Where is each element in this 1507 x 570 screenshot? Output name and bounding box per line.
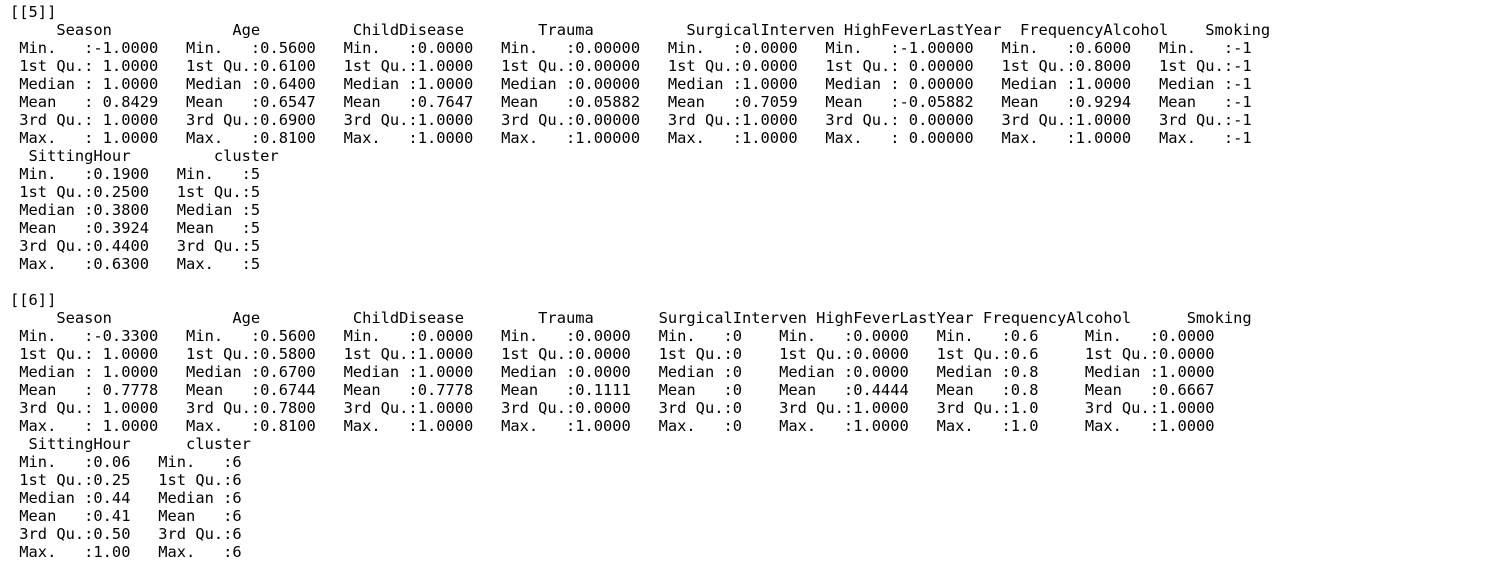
summary-header: Season Age ChildDisease Trauma SurgicalI… [10,21,1271,39]
summary-row: Min. :-0.3300 Min. :0.5600 Min. :0.0000 … [10,327,1215,345]
summary-row: 1st Qu.:0.2500 1st Qu.:5 [10,183,261,201]
summary-row: Min. :0.1900 Min. :5 [10,165,261,183]
list-index-6: [[6]] [10,291,57,309]
summary-row: Median : 1.0000 Median :0.6700 Median :1… [10,363,1215,381]
summary-header: Season Age ChildDisease Trauma SurgicalI… [10,309,1252,327]
summary-row: 3rd Qu.:0.50 3rd Qu.:6 [10,525,242,543]
summary-row: Max. :1.00 Max. :6 [10,543,242,561]
summary-row: Min. :0.06 Min. :6 [10,453,242,471]
summary-row: 3rd Qu.:0.4400 3rd Qu.:5 [10,237,261,255]
summary-row: Max. : 1.0000 Max. :0.8100 Max. :1.0000 … [10,129,1252,147]
summary-row: Median :0.3800 Median :5 [10,201,261,219]
list-index-5: [[5]] [10,3,57,21]
summary-row: 1st Qu.:0.25 1st Qu.:6 [10,471,242,489]
summary-row: Max. :0.6300 Max. :5 [10,255,261,273]
summary-row: Median :0.44 Median :6 [10,489,242,507]
summary-header: SittingHour cluster [10,435,251,453]
summary-row: Mean :0.41 Mean :6 [10,507,242,525]
summary-row: Max. : 1.0000 Max. :0.8100 Max. :1.0000 … [10,417,1215,435]
summary-row: 3rd Qu.: 1.0000 3rd Qu.:0.7800 3rd Qu.:1… [10,399,1215,417]
summary-row: Mean : 0.8429 Mean :0.6547 Mean :0.7647 … [10,93,1252,111]
summary-row: Median : 1.0000 Median :0.6400 Median :1… [10,75,1252,93]
summary-row: 1st Qu.: 1.0000 1st Qu.:0.6100 1st Qu.:1… [10,57,1252,75]
summary-row: 1st Qu.: 1.0000 1st Qu.:0.5800 1st Qu.:1… [10,345,1215,363]
summary-row: 3rd Qu.: 1.0000 3rd Qu.:0.6900 3rd Qu.:1… [10,111,1252,129]
summary-row: Mean : 0.7778 Mean :0.6744 Mean :0.7778 … [10,381,1215,399]
summary-row: Mean :0.3924 Mean :5 [10,219,261,237]
summary-header: SittingHour cluster [10,147,279,165]
summary-row: Min. :-1.0000 Min. :0.5600 Min. :0.0000 … [10,39,1252,57]
